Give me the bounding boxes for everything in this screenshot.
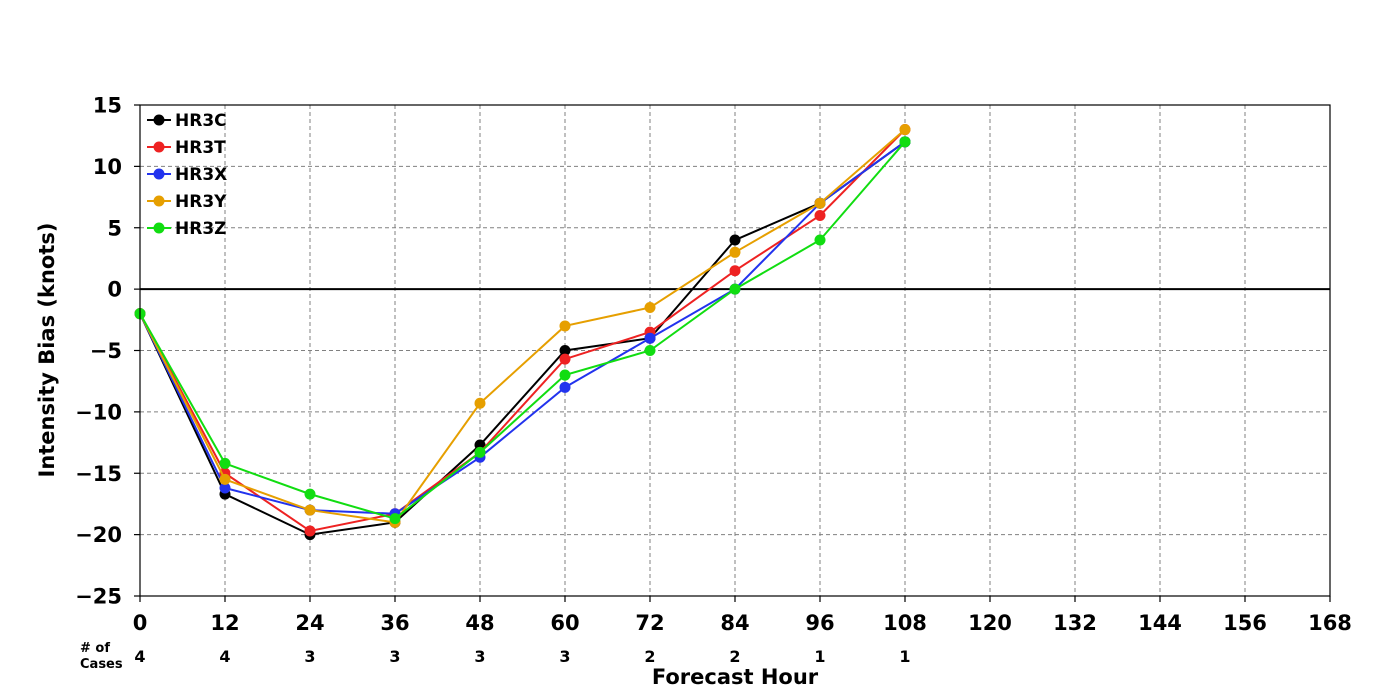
y-tick-label: 15	[93, 94, 122, 118]
x-tick-label: 60	[550, 611, 579, 635]
data-point-hr3z	[729, 283, 741, 295]
y-tick-label: 10	[93, 155, 122, 179]
legend-item-hr3t: HR3T	[147, 138, 226, 158]
case-count: 3	[304, 647, 315, 666]
legend-swatch-marker	[153, 141, 165, 153]
case-count: 3	[389, 647, 400, 666]
y-tick-label: 0	[107, 278, 122, 302]
x-tick-label: 108	[883, 611, 927, 635]
x-tick-label: 72	[635, 611, 664, 635]
x-axis-title: Forecast Hour	[652, 665, 819, 689]
case-count: 1	[814, 647, 825, 666]
data-point-hr3t	[729, 265, 741, 277]
data-point-hr3z	[644, 345, 656, 356]
grid-lines	[140, 105, 1330, 596]
case-count: 4	[219, 647, 230, 666]
x-tick-label: 12	[210, 611, 239, 635]
data-point-hr3y	[644, 302, 656, 314]
data-point-hr3x	[644, 332, 656, 344]
data-point-hr3t	[304, 525, 316, 537]
data-point-hr3x	[219, 482, 231, 494]
data-point-hr3z	[219, 457, 231, 469]
legend-label: HR3Z	[175, 219, 226, 239]
legend-label: HR3C	[175, 111, 227, 131]
data-point-hr3z	[304, 488, 316, 500]
legend-item-hr3z: HR3Z	[147, 219, 226, 239]
data-point-hr3y	[304, 504, 316, 516]
x-axis-ticks: 0 12 24 36 48 60 72 84 96 108 120 132 144 156 168	[133, 596, 1352, 635]
x-tick-label: 36	[380, 611, 409, 635]
case-count: 4	[134, 647, 145, 666]
case-count: 2	[644, 647, 655, 666]
case-count: 3	[474, 647, 485, 666]
data-point-hr3z	[559, 369, 571, 381]
case-count: 3	[559, 647, 570, 666]
legend-item-hr3x: HR3X	[147, 165, 227, 185]
data-point-hr3z	[389, 513, 401, 525]
case-count: 1	[899, 647, 910, 666]
cases-title-line2: Cases	[80, 657, 123, 672]
x-tick-label: 84	[720, 611, 749, 635]
y-axis-ticks: 15 10 5 0 −5 −10 −15 −20 −25	[75, 94, 140, 609]
x-tick-label: 48	[465, 611, 494, 635]
series-hr3x	[134, 136, 911, 520]
legend-label: HR3T	[175, 138, 226, 158]
legend-swatch-marker	[153, 168, 165, 180]
series-line-hr3t	[139, 128, 906, 533]
series-line-hr3z	[139, 141, 906, 520]
legend-label: HR3Y	[175, 192, 227, 212]
series-line-hr3y	[139, 128, 906, 524]
x-tick-label: 24	[295, 611, 324, 635]
data-point-hr3c	[729, 234, 741, 246]
y-tick-label: 5	[107, 216, 122, 240]
legend-swatch-marker	[153, 195, 165, 207]
data-point-hr3y	[729, 246, 741, 258]
data-point-hr3y	[474, 397, 486, 409]
x-tick-label: 132	[1053, 611, 1097, 635]
data-point-hr3x	[559, 381, 571, 393]
x-tick-label: 144	[1138, 611, 1182, 635]
legend-label: HR3X	[175, 165, 227, 185]
data-point-hr3y	[899, 124, 911, 136]
y-axis-title: Intensity Bias (knots)	[35, 223, 59, 478]
legend-swatch-marker	[153, 222, 165, 234]
data-point-hr3t	[814, 209, 826, 221]
series-line-hr3x	[139, 141, 906, 515]
series-layer	[134, 124, 911, 541]
data-point-hr3z	[474, 446, 486, 458]
y-tick-label: −15	[75, 462, 122, 486]
series-hr3t	[134, 124, 911, 537]
y-tick-label: −10	[75, 400, 122, 424]
data-point-hr3z	[899, 136, 911, 148]
cases-title-line1: # of	[80, 641, 110, 656]
legend: HR3C HR3T HR3X HR3Y HR3Z	[147, 111, 227, 239]
data-point-hr3y	[219, 473, 231, 485]
y-tick-label: −5	[90, 339, 122, 363]
y-tick-label: −20	[75, 523, 122, 547]
case-count: 2	[729, 647, 740, 666]
data-point-hr3y	[559, 320, 571, 332]
x-tick-label: 96	[805, 611, 834, 635]
x-tick-label: 168	[1308, 611, 1352, 635]
data-point-hr3t	[559, 353, 571, 365]
series-hr3y	[134, 124, 911, 528]
y-tick-label: −25	[75, 585, 122, 609]
cases-row: # of Cases 4 4 3 3 3 3 2 2 1 1	[80, 641, 911, 672]
data-point-hr3y	[814, 197, 826, 209]
series-hr3c	[134, 136, 911, 541]
legend-item-hr3c: HR3C	[147, 111, 227, 131]
x-tick-label: 156	[1223, 611, 1267, 635]
series-line-hr3c	[139, 141, 906, 536]
legend-swatch-marker	[153, 114, 165, 126]
data-point-hr3z	[814, 234, 826, 246]
x-tick-label: 120	[968, 611, 1012, 635]
data-point-hr3c	[559, 345, 571, 356]
series-hr3z	[134, 136, 911, 525]
legend-item-hr3y: HR3Y	[147, 192, 227, 212]
x-tick-label: 0	[133, 611, 148, 635]
